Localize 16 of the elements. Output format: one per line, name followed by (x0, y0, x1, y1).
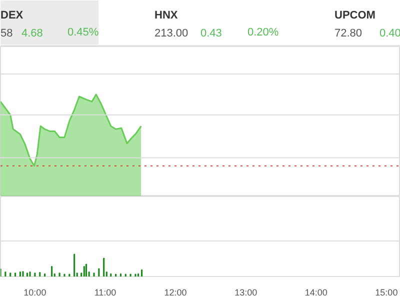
x-tick-label: 12:00 (164, 288, 187, 298)
x-tick-label: 10:00 (24, 288, 46, 298)
text: 0.43 (200, 28, 222, 40)
x-tick-label: 11:00 (94, 288, 116, 298)
text: 0.45% (68, 26, 99, 38)
text: UPCOM (334, 10, 376, 22)
x-tick-label: 14:00 (304, 288, 328, 298)
x-tick-label: 15:00 (375, 288, 398, 298)
text: 72.80 (334, 28, 362, 40)
x-tick-label: 13:00 (234, 288, 258, 298)
text: 4.68 (22, 28, 43, 40)
text: 0.20% (248, 26, 279, 38)
text: 213.00 (154, 28, 188, 40)
text: 58 (0, 28, 13, 40)
text: DEX (0, 10, 24, 22)
text: HNX (154, 10, 178, 22)
